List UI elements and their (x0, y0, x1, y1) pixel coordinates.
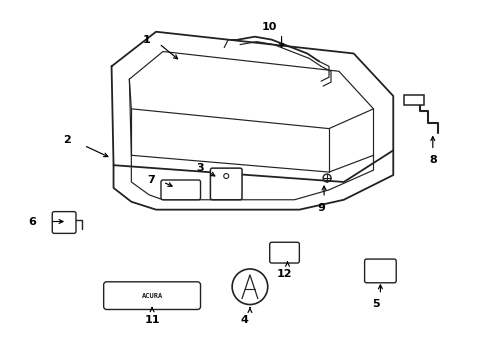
Text: ACURA: ACURA (142, 293, 163, 299)
Bar (404, 95, 424, 105)
Text: 3: 3 (196, 163, 204, 173)
Text: 7: 7 (147, 175, 155, 185)
Text: 9: 9 (317, 203, 325, 213)
Text: 5: 5 (373, 298, 380, 309)
FancyBboxPatch shape (210, 168, 242, 200)
Text: 8: 8 (429, 155, 437, 165)
Text: 1: 1 (142, 35, 150, 45)
FancyBboxPatch shape (104, 282, 200, 310)
FancyBboxPatch shape (161, 180, 200, 200)
FancyBboxPatch shape (365, 259, 396, 283)
Text: 4: 4 (240, 315, 248, 325)
Text: 2: 2 (63, 135, 71, 145)
Text: 11: 11 (145, 315, 160, 325)
FancyBboxPatch shape (52, 212, 76, 233)
Text: 6: 6 (28, 216, 36, 226)
Text: 10: 10 (262, 22, 277, 32)
FancyBboxPatch shape (270, 242, 299, 263)
Text: 12: 12 (277, 269, 293, 279)
